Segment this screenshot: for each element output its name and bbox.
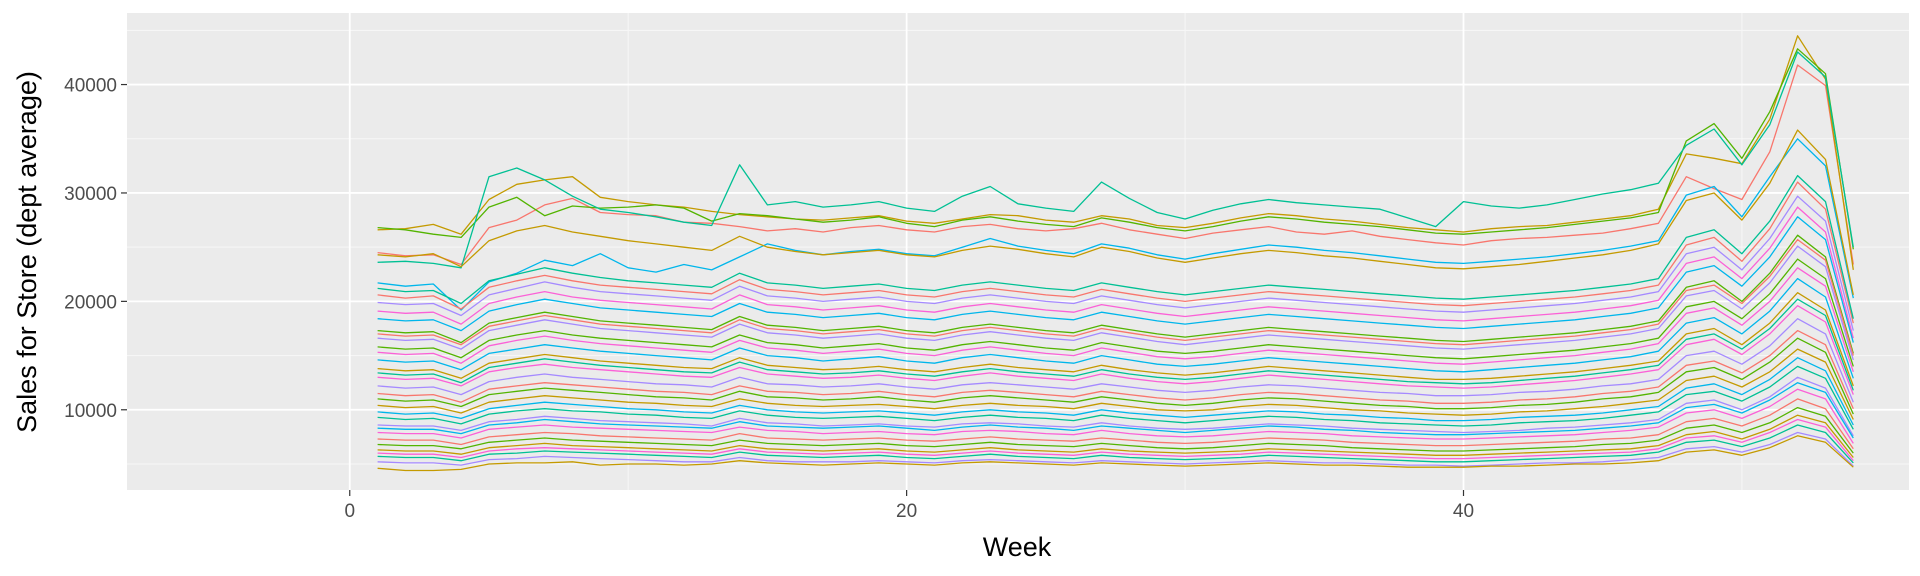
series-line-22 [377, 329, 1854, 409]
y-tick-label: 40000 [64, 76, 117, 97]
series-line-29 [377, 398, 1854, 450]
series-line-5 [377, 138, 1854, 311]
major-gridlines [127, 13, 1909, 490]
series-line-26 [377, 357, 1854, 426]
x-axis-title: Week [983, 532, 1052, 562]
series-line-32 [377, 424, 1854, 464]
y-tick-label: 30000 [64, 184, 117, 205]
series-line-1 [377, 64, 1854, 266]
x-tick-label: 0 [344, 501, 355, 522]
series-line-25 [377, 365, 1854, 430]
series-line-13 [377, 245, 1854, 361]
series-line-15 [377, 238, 1854, 356]
series-layer [377, 35, 1854, 472]
series-line-17 [377, 258, 1854, 367]
series-line-36 [377, 435, 1854, 472]
series-line-27 [377, 376, 1854, 437]
series-line-12 [377, 216, 1854, 343]
series-line-8 [377, 181, 1854, 324]
series-line-7 [377, 206, 1854, 339]
series-line-30 [377, 414, 1854, 458]
series-line-2 [377, 35, 1854, 270]
series-line-20 [377, 318, 1854, 403]
series-line-16 [377, 292, 1854, 387]
series-line-21 [377, 305, 1854, 395]
series-line-23 [377, 348, 1854, 420]
series-line-19 [377, 277, 1854, 379]
series-line-11 [377, 174, 1854, 319]
series-line-31 [377, 406, 1854, 454]
x-axis: 0 20 40 [344, 490, 1474, 522]
series-line-33 [377, 382, 1854, 439]
y-axis-title: Sales for Store (dept average) [12, 71, 42, 433]
series-line-14 [377, 267, 1854, 373]
series-line-28 [377, 388, 1854, 444]
series-line-18 [377, 298, 1854, 391]
series-line-9 [377, 129, 1854, 296]
series-line-6 [377, 195, 1854, 331]
x-tick-label: 40 [1453, 501, 1474, 522]
series-line-34 [377, 431, 1854, 467]
series-line-10 [377, 234, 1854, 354]
y-axis: 10000 20000 30000 40000 [64, 76, 127, 422]
y-tick-label: 20000 [64, 292, 117, 313]
y-tick-label: 10000 [64, 401, 117, 422]
series-line-24 [377, 337, 1854, 415]
series-line-4 [377, 51, 1854, 269]
series-line-35 [377, 418, 1854, 462]
x-tick-label: 20 [896, 501, 917, 522]
series-line-3 [377, 48, 1854, 250]
